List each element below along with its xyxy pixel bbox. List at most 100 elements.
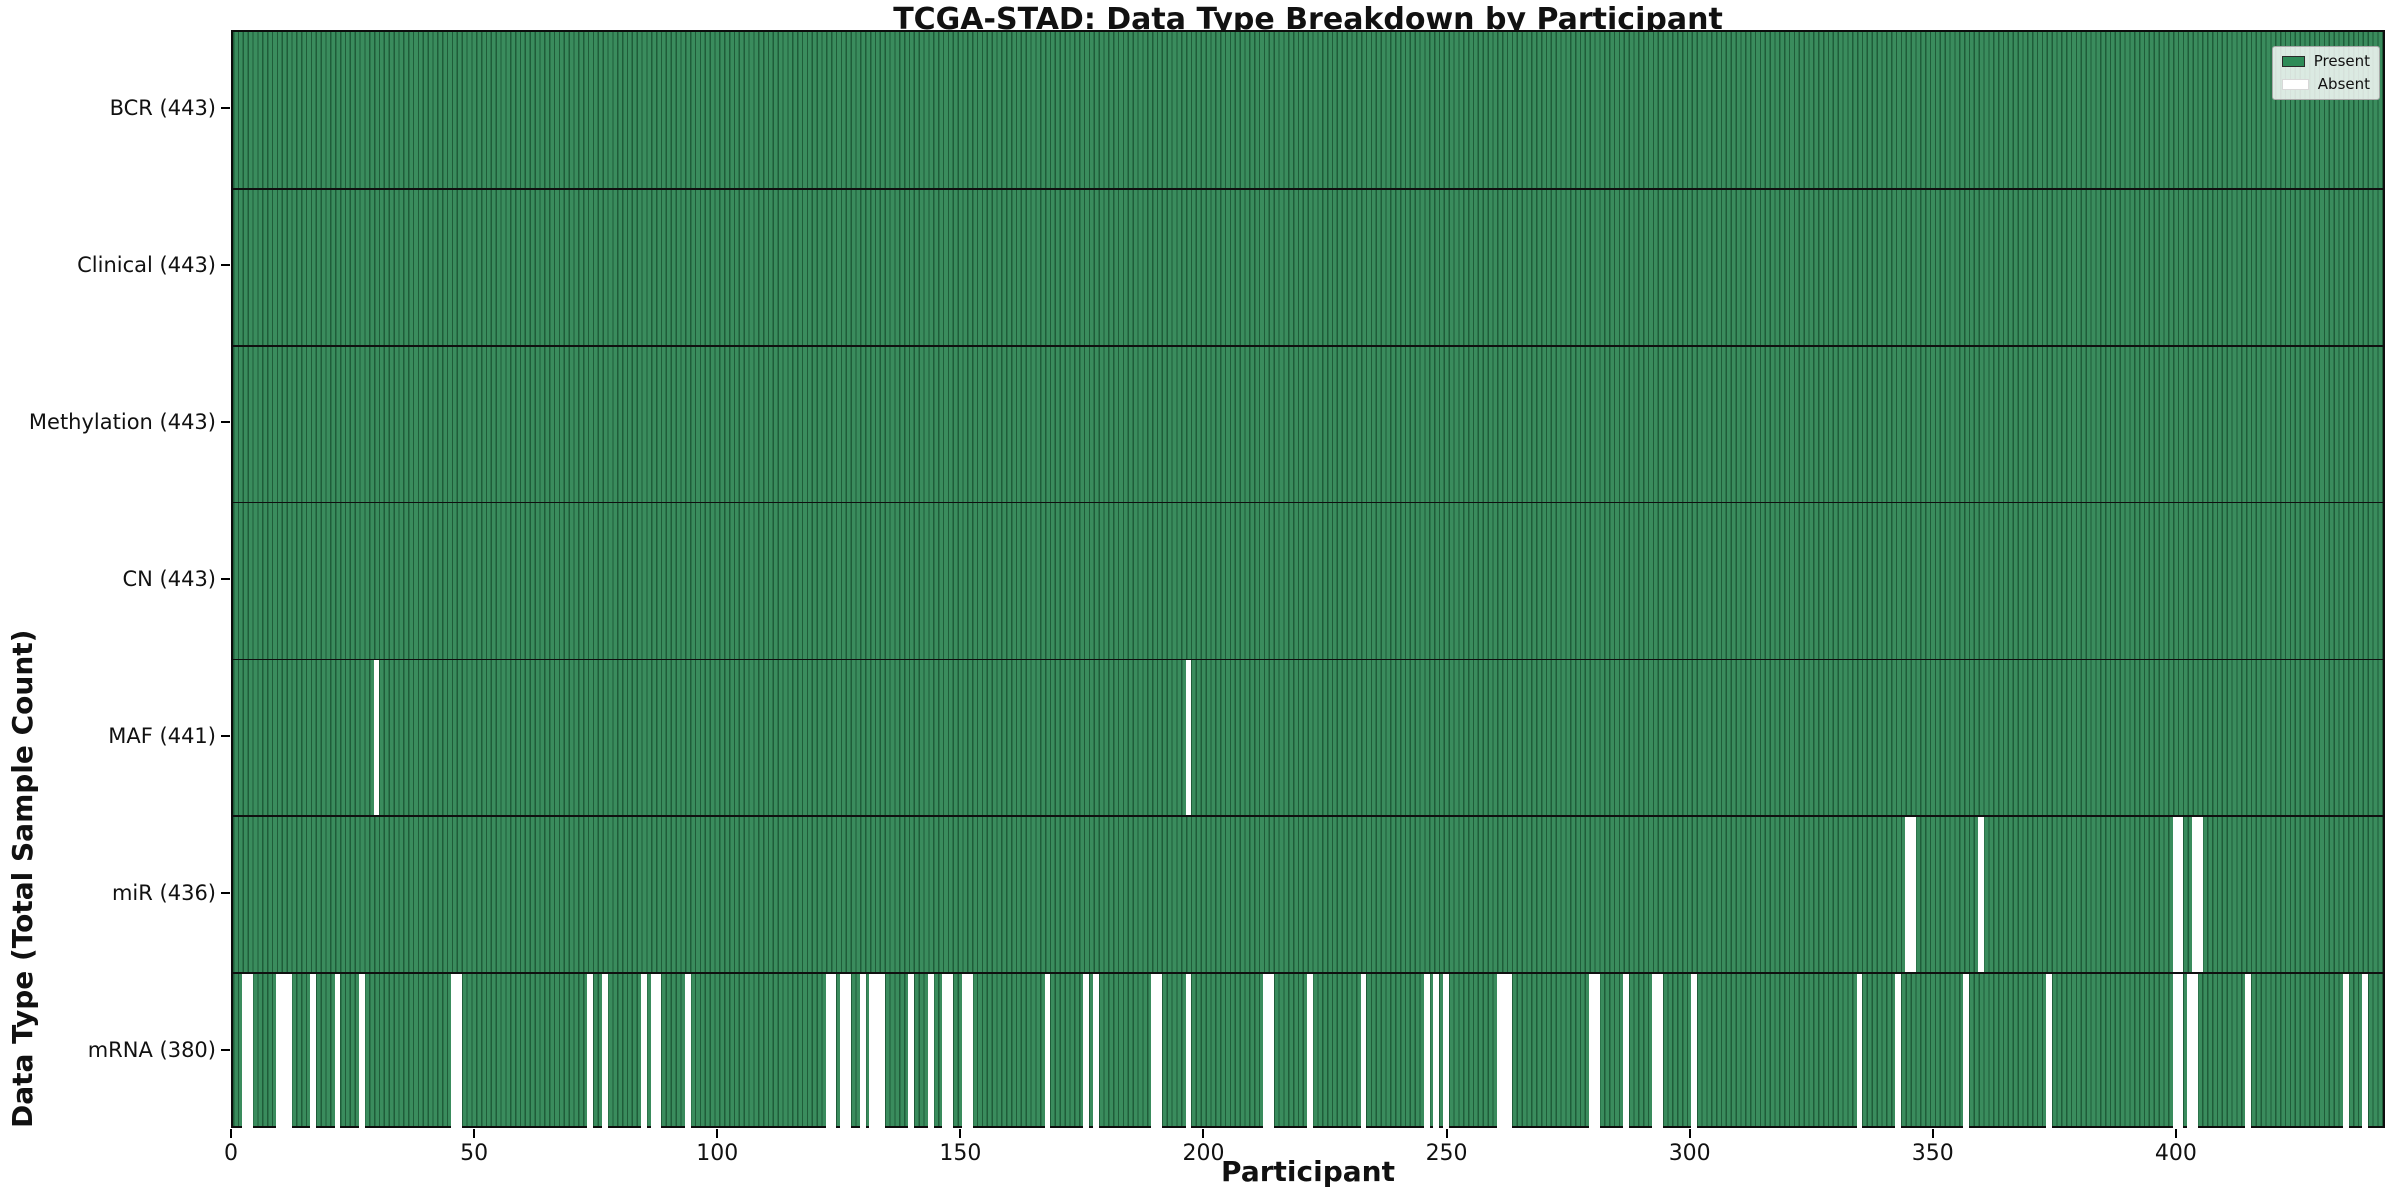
absent-cell-mRNA-125 [840, 973, 847, 1130]
absent-swatch-icon [2282, 79, 2309, 90]
absent-cell-mRNA-221 [1307, 973, 1313, 1130]
absent-cell-mRNA-232 [1360, 973, 1367, 1130]
x-tick-mark [1445, 1129, 1448, 1138]
absent-cell-mRNA-11 [285, 973, 292, 1130]
y-tick-mark [221, 578, 230, 580]
y-axis-label: Data Type (Total Sample Count) [6, 629, 39, 1128]
x-tick-label: 400 [2154, 1141, 2197, 1166]
absent-cell-mRNA-21 [334, 973, 341, 1130]
absent-cell-mRNA-292 [1652, 973, 1659, 1130]
absent-cell-mRNA-261 [1501, 973, 1508, 1130]
absent-cell-mRNA-213 [1268, 973, 1275, 1130]
absent-cell-mRNA-143 [927, 973, 934, 1130]
x-tick-label: 350 [1911, 1141, 1954, 1166]
absent-cell-mRNA-245 [1423, 973, 1430, 1130]
x-tick-mark [1688, 1129, 1691, 1138]
absent-cell-MAF-29 [373, 660, 380, 816]
absent-cell-mRNA-129 [859, 973, 866, 1130]
x-tick-mark [959, 1129, 962, 1138]
x-tick-label: 100 [696, 1141, 739, 1166]
absent-cell-mRNA-45 [451, 973, 458, 1130]
row-divider-line [233, 344, 2383, 347]
absent-cell-mRNA-280 [1593, 973, 1600, 1130]
absent-cell-mRNA-403 [2192, 973, 2198, 1130]
absent-cell-mRNA-293 [1657, 973, 1663, 1130]
x-axis-label: Participant [1221, 1155, 1395, 1188]
row-divider-line [233, 658, 2383, 661]
absent-cell-mRNA-189 [1151, 973, 1158, 1130]
legend-item-present: Present [2282, 54, 2370, 69]
x-tick-label: 150 [939, 1141, 982, 1166]
row-divider-line [233, 188, 2383, 190]
absent-cell-mRNA-402 [2187, 973, 2193, 1130]
absent-cell-mRNA-76 [602, 973, 608, 1130]
absent-cell-mRNA-46 [456, 973, 463, 1130]
absent-cell-mRNA-133 [879, 973, 886, 1130]
y-tick-mark [221, 1048, 230, 1051]
absent-cell-mRNA-300 [1691, 973, 1698, 1130]
absent-cell-mRNA-177 [1093, 973, 1099, 1130]
absent-cell-mRNA-139 [908, 973, 915, 1130]
absent-cell-mRNA-10 [281, 973, 287, 1130]
absent-cell-mRNA-151 [966, 973, 973, 1130]
absent-cell-mRNA-342 [1895, 973, 1902, 1130]
y-tick-label-miR: miR (436) [111, 880, 216, 905]
absent-cell-miR-359 [1978, 817, 1984, 973]
absent-cell-mRNA-87 [655, 973, 662, 1130]
y-tick-label-BCR: BCR (443) [109, 96, 216, 121]
absent-cell-mRNA-399 [2172, 973, 2179, 1130]
x-tick-mark [230, 1129, 232, 1138]
absent-cell-mRNA-262 [1506, 973, 1513, 1130]
y-tick-label-MAF: MAF (441) [108, 723, 216, 748]
absent-cell-mRNA-9 [276, 973, 283, 1130]
absent-cell-mRNA-84 [640, 973, 647, 1130]
absent-cell-mRNA-126 [845, 973, 851, 1130]
x-tick-mark [716, 1129, 719, 1138]
x-tick-label: 300 [1668, 1141, 1711, 1166]
y-tick-mark [221, 421, 230, 424]
legend: Present Absent [2272, 46, 2380, 100]
absent-cell-mRNA-26 [358, 973, 365, 1130]
x-tick-label: 0 [224, 1141, 238, 1166]
absent-cell-mRNA-2 [242, 973, 249, 1130]
absent-cell-mRNA-131 [869, 973, 876, 1130]
absent-cell-mRNA-167 [1044, 973, 1051, 1130]
y-tick-label-mRNA: mRNA (380) [87, 1037, 216, 1062]
absent-cell-mRNA-16 [310, 973, 317, 1130]
absent-cell-mRNA-400 [2177, 973, 2184, 1130]
y-tick-label-Methylation: Methylation (443) [28, 410, 216, 435]
absent-cell-mRNA-247 [1433, 973, 1440, 1130]
y-tick-mark [221, 734, 230, 737]
y-tick-label-Clinical: Clinical (443) [77, 253, 216, 278]
plot-area [231, 30, 2385, 1130]
absent-cell-mRNA-146 [942, 973, 949, 1130]
absent-cell-mRNA-3 [247, 973, 253, 1130]
row-divider-line [233, 972, 2383, 974]
absent-cell-miR-345 [1909, 817, 1916, 973]
absent-cell-miR-344 [1905, 817, 1911, 973]
absent-cell-mRNA-147 [947, 973, 954, 1130]
x-tick-mark [1202, 1129, 1205, 1138]
absent-cell-miR-403 [2192, 817, 2198, 973]
absent-cell-mRNA-438 [2362, 973, 2369, 1130]
absent-cell-mRNA-150 [961, 973, 968, 1130]
legend-absent-label: Absent [2317, 75, 2370, 93]
absent-cell-mRNA-93 [684, 973, 691, 1130]
x-tick-label: 50 [460, 1141, 489, 1166]
y-tick-mark [221, 107, 230, 110]
x-tick-label: 250 [1425, 1141, 1468, 1166]
y-tick-label-CN: CN (443) [122, 567, 216, 591]
row-divider-line [233, 815, 2383, 818]
absent-cell-mRNA-132 [874, 973, 881, 1130]
row-divider-line [233, 501, 2383, 504]
absent-cell-mRNA-249 [1443, 973, 1450, 1130]
x-tick-mark [473, 1129, 476, 1138]
absent-cell-mRNA-190 [1156, 973, 1163, 1130]
absent-cell-mRNA-175 [1083, 973, 1090, 1130]
absent-cell-mRNA-123 [830, 973, 837, 1130]
y-tick-mark [221, 891, 230, 894]
x-tick-label: 200 [1182, 1141, 1225, 1166]
absent-cell-miR-404 [2196, 817, 2203, 973]
legend-present-label: Present [2313, 52, 2370, 70]
